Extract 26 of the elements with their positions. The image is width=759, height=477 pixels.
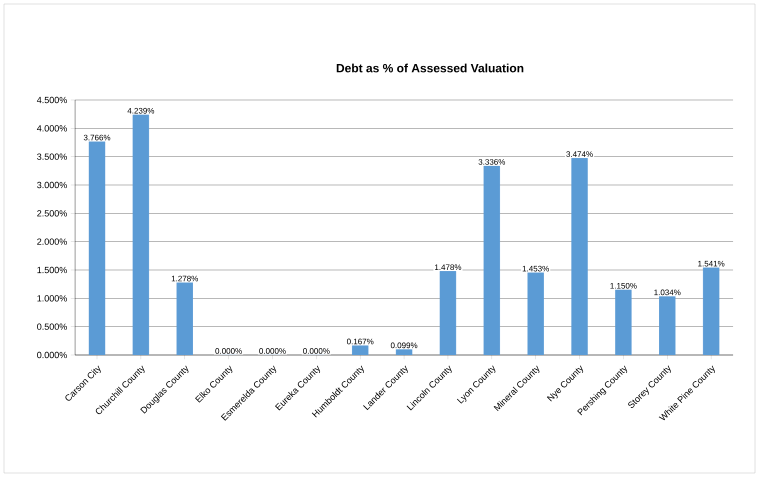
data-label: 4.239% <box>127 108 154 114</box>
y-tick-label: 2.000% <box>37 238 67 245</box>
data-label: 3.336% <box>478 159 506 165</box>
y-tick-label: 1.000% <box>37 295 67 302</box>
y-tick-label: 4.000% <box>36 125 67 132</box>
data-label: 3.474% <box>566 151 593 157</box>
data-label: 1.478% <box>434 264 462 270</box>
data-label: 1.150% <box>610 282 637 289</box>
y-tick-label: 3.000% <box>37 182 67 188</box>
data-label: 1.453% <box>522 266 549 272</box>
data-label: 0.099% <box>390 342 418 348</box>
y-tick-label: 1.500% <box>37 266 67 274</box>
data-label: 1.034% <box>654 290 681 296</box>
y-tick-label: 3.500% <box>37 153 67 160</box>
data-label: 0.000% <box>303 348 330 354</box>
data-label: 0.167% <box>346 338 374 344</box>
data-label: 0.000% <box>215 348 242 354</box>
y-tick-label: 0.500% <box>37 323 67 330</box>
data-label: 1.541% <box>698 260 724 266</box>
y-tick-label: 0.000% <box>37 352 67 358</box>
y-tick-label: 4.500% <box>36 96 67 104</box>
chart-title: Debt as % of Assessed Valuation <box>336 64 524 72</box>
data-label: 1.278% <box>172 276 198 282</box>
data-label: 0.000% <box>259 348 286 354</box>
data-label: 3.766% <box>84 134 110 140</box>
y-tick-label: 2.500% <box>37 210 67 217</box>
